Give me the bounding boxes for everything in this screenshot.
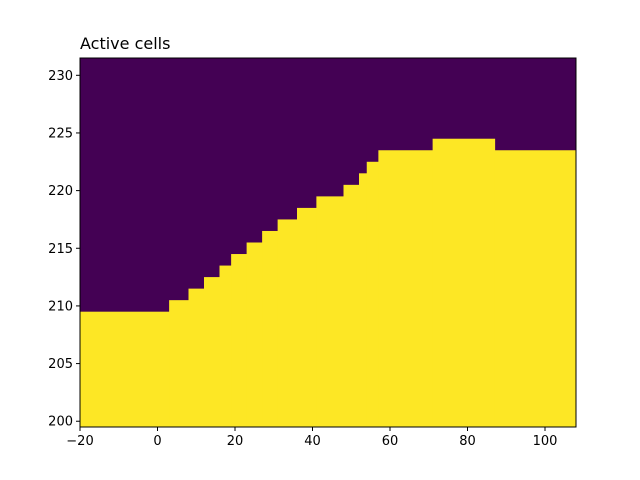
y-tick-label: 225 [48, 126, 73, 141]
x-tick-label: 0 [153, 434, 161, 449]
active-cell-column [316, 196, 344, 427]
plot-frame [79, 57, 577, 428]
active-cell-column [432, 138, 496, 427]
x-tick-label: 100 [533, 434, 558, 449]
active-cell-column [80, 311, 170, 427]
active-cell-column [277, 219, 298, 427]
x-tick-label: 80 [459, 434, 476, 449]
active-cell-column [297, 207, 317, 427]
x-tick-label: 60 [382, 434, 399, 449]
y-axis: 200 205 210 215 220 225 230 [48, 69, 80, 430]
y-tick-label: 200 [48, 415, 73, 430]
active-cell-column [204, 277, 220, 427]
chart-title: Active cells [80, 34, 170, 53]
active-cell-column [378, 150, 434, 427]
active-cell-column [219, 265, 232, 427]
x-tick-label: 40 [304, 434, 321, 449]
y-tick-label: 215 [48, 242, 73, 257]
active-cell-column [366, 161, 379, 427]
x-tick-label: −20 [66, 434, 93, 449]
plot-area [80, 58, 577, 427]
y-tick-label: 230 [48, 69, 73, 84]
y-tick-label: 205 [48, 357, 73, 372]
active-cell-column [494, 150, 577, 427]
y-tick-label: 220 [48, 184, 73, 199]
active-cell-column [231, 254, 248, 427]
x-tick-label: 20 [227, 434, 244, 449]
active-cell-column [169, 300, 189, 427]
x-axis: −20 0 20 40 60 80 100 [66, 427, 557, 449]
active-cell-column [246, 242, 263, 427]
active-cell-column [262, 230, 279, 427]
y-tick-label: 210 [48, 299, 73, 314]
active-cell-column [188, 288, 205, 427]
active-cell-column [359, 173, 368, 427]
active-cell-column [343, 184, 360, 427]
